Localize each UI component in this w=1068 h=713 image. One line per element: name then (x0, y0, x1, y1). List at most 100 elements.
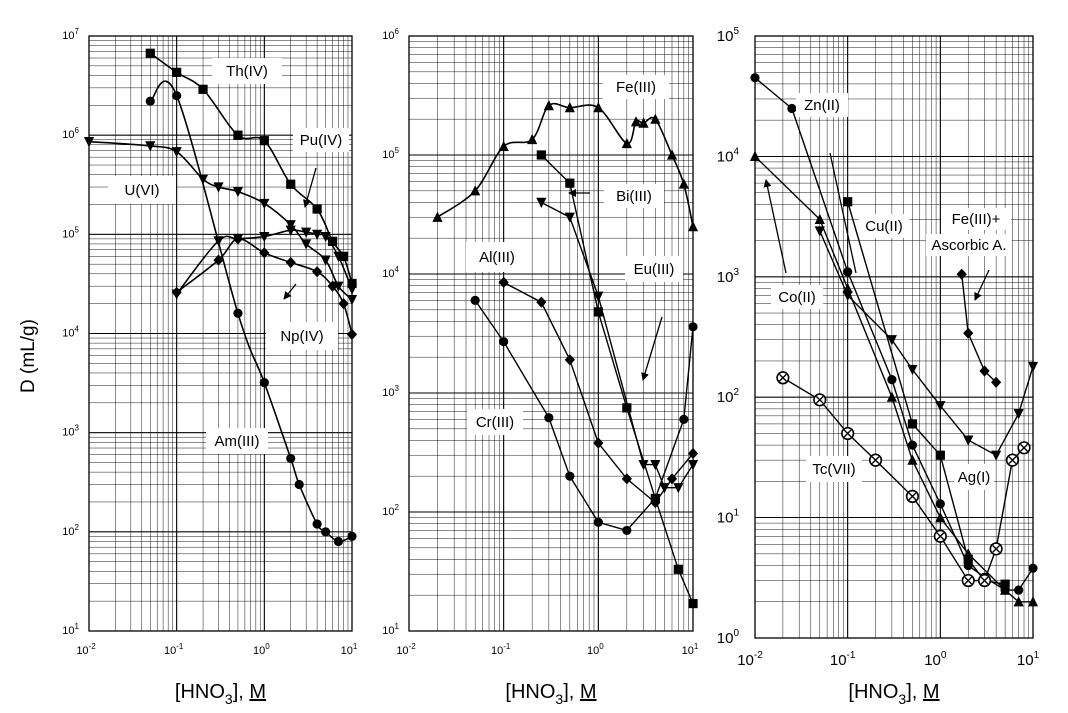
data-point (213, 254, 224, 266)
series-label-bg (206, 428, 268, 454)
data-point (886, 391, 897, 402)
series-label-text: Th(IV) (226, 63, 268, 80)
x-tick-label: 10-1 (491, 642, 511, 657)
data-point (145, 141, 156, 152)
series-label-text: Bi(III) (616, 188, 652, 205)
series-curve (88, 140, 353, 301)
data-point (233, 130, 243, 140)
series-label-text: Co(II) (778, 289, 816, 306)
x-tick-label: 10-1 (830, 650, 856, 669)
data-point (536, 150, 546, 160)
data-point (544, 413, 554, 423)
data-point (145, 96, 155, 106)
data-point (841, 426, 855, 441)
series-label: Pu(IV) (293, 128, 349, 152)
y-tick-label: 105 (62, 225, 79, 240)
series-label-text: U(VI) (125, 182, 160, 199)
data-point (593, 307, 603, 317)
data-point (498, 140, 509, 152)
series-line (503, 281, 694, 504)
data-point (564, 354, 575, 366)
data-point (232, 186, 244, 198)
data-point (172, 91, 182, 101)
data-point (333, 281, 344, 292)
y-tick-exponent: 3 (395, 384, 400, 393)
panel-trivalent-x-axis-label: [HNO3], M (505, 681, 596, 707)
data-point (1028, 563, 1038, 573)
data-point-cross (1008, 456, 1017, 465)
series-label: Am(III) (206, 428, 268, 454)
callout-arrow (974, 269, 990, 301)
data-point (687, 221, 699, 232)
data-point (749, 150, 761, 161)
data-point (666, 473, 678, 485)
x-tick-label: 100 (253, 642, 270, 657)
series-label: Bi(III) (604, 184, 664, 208)
series-line (540, 154, 694, 604)
series-label-bg (466, 242, 528, 272)
x-tick-label: 10-2 (396, 642, 416, 657)
data-point (621, 137, 632, 149)
data-point-cross (936, 532, 945, 541)
data-point (593, 102, 604, 113)
data-point (327, 236, 338, 246)
data-point (621, 473, 632, 485)
series-label-bg (859, 214, 909, 238)
data-point (338, 251, 349, 261)
data-point (622, 525, 632, 536)
y-tick-exponent: 1 (395, 622, 400, 631)
series-label: Ascorbic A. (926, 234, 1012, 256)
y-tick-exponent: 7 (75, 27, 80, 36)
series-label-text: Ag(I) (958, 469, 991, 486)
data-point (650, 113, 661, 124)
data-point (935, 401, 946, 412)
data-point (564, 102, 575, 113)
x-tick-exponent: 1 (353, 642, 358, 651)
data-point (907, 454, 918, 465)
y-tick-label: 103 (62, 424, 79, 439)
data-point (673, 483, 684, 494)
y-tick-exponent: 5 (75, 225, 80, 234)
data-point (347, 278, 357, 289)
series-label: Cu(II) (859, 214, 909, 238)
x-tick-label: 10-1 (164, 642, 184, 657)
series-label-text: Am(III) (215, 433, 260, 450)
data-point (842, 290, 853, 302)
data-point (320, 255, 331, 266)
x-axis-label-bracket: ], (233, 681, 250, 703)
data-point (259, 231, 270, 243)
data-point (886, 335, 897, 346)
series-label: Zn(II) (796, 93, 848, 117)
data-point-cross (908, 492, 917, 501)
series-label-text: Fe(III)+ (952, 211, 1001, 228)
data-point (312, 266, 323, 278)
data-point (321, 527, 331, 537)
data-point (887, 375, 897, 385)
data-point (1000, 584, 1011, 595)
series-label: Fe(III) (603, 75, 669, 99)
x-axis-label-unit: M (923, 681, 940, 703)
y-tick-label: 104 (717, 146, 740, 165)
y-axis-label-text: D (mL/g) (18, 319, 39, 393)
series-label-bg (212, 58, 282, 84)
data-point (312, 204, 322, 214)
y-tick-exponent: 4 (395, 265, 400, 274)
y-tick-label: 102 (62, 523, 79, 538)
series-label-text: Cr(III) (476, 414, 514, 431)
y-tick-label: 104 (382, 265, 399, 280)
data-point (565, 178, 575, 188)
data-point (1005, 453, 1020, 467)
data-point (688, 598, 698, 609)
series-label: Fe(III)+ (941, 208, 1011, 230)
y-tick-exponent: 1 (75, 622, 80, 631)
data-point (787, 103, 797, 114)
data-point (346, 328, 358, 340)
data-point-cross (992, 544, 1001, 553)
series-label-text: Tc(VII) (812, 461, 855, 478)
data-point (935, 512, 946, 523)
data-point (301, 239, 312, 250)
y-tick-label: 106 (62, 126, 79, 141)
series-label-bg (806, 456, 862, 482)
data-point (593, 437, 604, 449)
